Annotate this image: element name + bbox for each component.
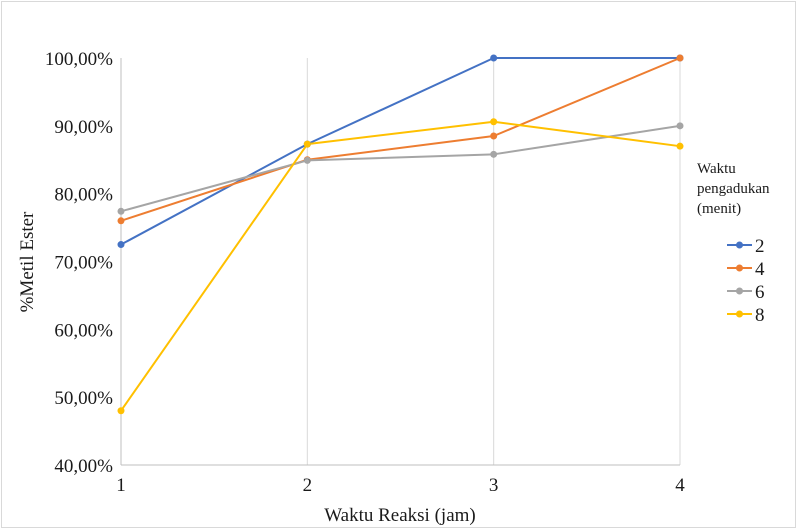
y-tick-label: 90,00%	[54, 117, 113, 138]
x-tick-label: 3	[489, 475, 499, 496]
data-point-8-2	[303, 140, 311, 148]
data-point-2-3	[490, 54, 498, 62]
legend-label-4: 4	[755, 259, 765, 280]
data-point-6-4	[676, 122, 684, 130]
data-point-8-4	[676, 142, 684, 150]
legend-title-line-2: pengadukan	[697, 181, 770, 197]
data-point-8-1	[117, 407, 125, 415]
legend-label-6: 6	[755, 282, 765, 303]
legend-marker-4	[736, 264, 743, 272]
y-tick-label: 60,00%	[54, 320, 113, 341]
data-point-8-3	[490, 118, 498, 126]
legend-title-line-1: Waktu	[697, 161, 736, 177]
legend-marker-2	[736, 241, 743, 249]
series-lines	[117, 54, 684, 415]
y-tick-label: 40,00%	[54, 456, 113, 477]
data-point-6-1	[117, 207, 125, 215]
x-tick-label: 1	[116, 475, 126, 496]
y-tick-label: 100,00%	[45, 49, 113, 70]
data-point-4-3	[490, 132, 498, 140]
y-tick-label: 70,00%	[54, 253, 113, 274]
legend-title-line-3: (menit)	[697, 201, 741, 217]
legend-label-2: 2	[755, 236, 765, 257]
y-tick-label: 80,00%	[54, 185, 113, 206]
y-axis-label: %Metil Ester	[17, 211, 38, 312]
x-tick-label: 4	[675, 475, 685, 496]
x-axis-label: Waktu Reaksi (jam)	[324, 505, 475, 526]
data-point-2-1	[117, 241, 125, 249]
data-point-6-2	[303, 156, 311, 164]
y-tick-label: 50,00%	[54, 388, 113, 409]
data-point-6-3	[490, 150, 498, 158]
legend-marker-8	[736, 310, 743, 318]
legend-marker-6	[736, 287, 743, 295]
y-tick-labels: 40,00% 50,00% 60,00% 70,00% 80,00% 90,00% 100,…	[45, 49, 113, 477]
x-tick-label: 2	[303, 475, 313, 496]
data-point-4-4	[676, 54, 684, 62]
data-point-4-1	[117, 217, 125, 225]
series-line-6	[120, 124, 681, 213]
legend-label-8: 8	[755, 305, 765, 326]
series-line-4	[120, 57, 681, 222]
axes	[120, 58, 680, 466]
x-tick-labels: 1 2 3 4	[116, 475, 685, 496]
series-line-2	[120, 57, 680, 246]
series-line-8	[120, 120, 681, 412]
